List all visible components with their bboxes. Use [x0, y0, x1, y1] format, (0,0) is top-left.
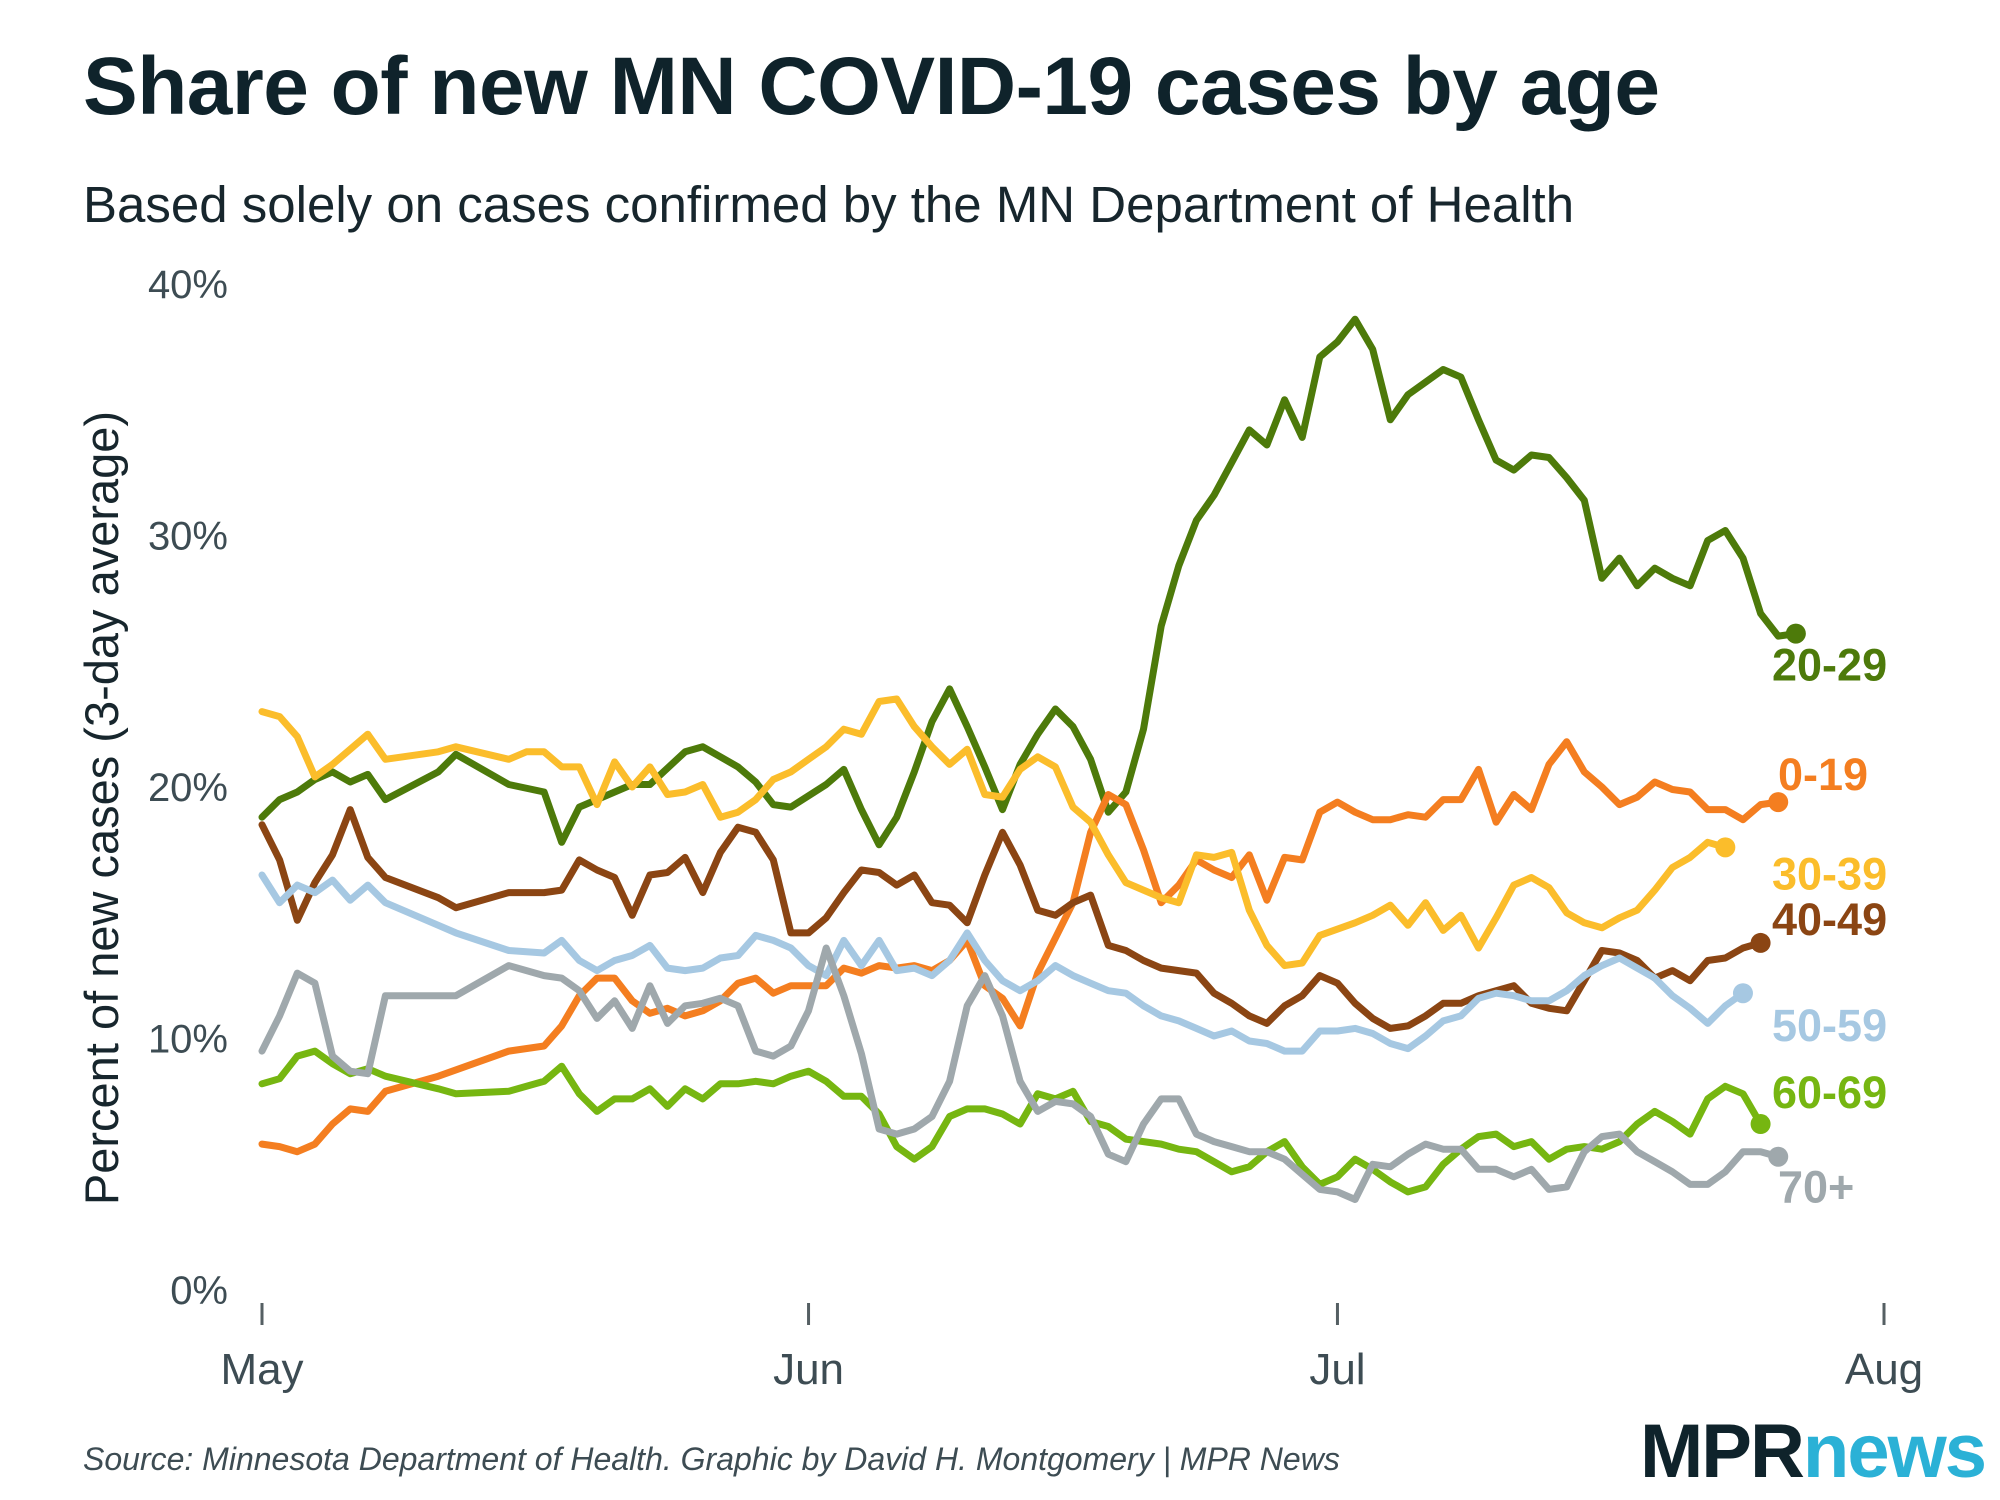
series-end-point-30-39 — [1715, 837, 1736, 858]
source-note: Source: Minnesota Department of Health. … — [83, 1441, 1340, 1477]
series-label-40-49: 40-49 — [1772, 894, 1887, 945]
x-axis: May Jun Jul Aug — [220, 1303, 1923, 1394]
series-line-30-39 — [258, 695, 1729, 970]
x-tick-label: Jul — [1309, 1345, 1365, 1394]
series-end-point-40-49 — [1750, 932, 1771, 953]
series-label-20-29: 20-29 — [1772, 640, 1887, 691]
series-end-point-0-19 — [1768, 792, 1789, 813]
x-tick-label: Jun — [773, 1345, 844, 1394]
mpr-news-logo: MPRnews — [1640, 1414, 1987, 1490]
series-line-50-59 — [258, 871, 1747, 1055]
series-end-point-70plus — [1768, 1146, 1789, 1167]
line-chart: 0% 10% 20% 30% 40% May Jun Jul Aug Percent of n… — [75, 263, 1923, 1394]
series-label-30-39: 30-39 — [1772, 848, 1887, 899]
logo-mpr-text: MPR — [1640, 1409, 1805, 1494]
x-tick-label: Aug — [1845, 1345, 1923, 1394]
series-label-60-69: 60-69 — [1772, 1067, 1887, 1118]
series-end-point-60-69 — [1750, 1114, 1771, 1135]
series-end-point-50-59 — [1732, 983, 1753, 1004]
series-end-point-20-29 — [1785, 623, 1806, 644]
series-label-0-19: 0-19 — [1778, 749, 1868, 800]
y-tick-label: 0% — [170, 1269, 228, 1313]
y-tick-label: 20% — [148, 766, 228, 810]
y-tick-label: 30% — [148, 515, 228, 559]
series-line-40-49 — [258, 806, 1765, 1032]
chart-title: Share of new MN COVID-19 cases by age — [83, 41, 1660, 132]
series-label-70plus: 70+ — [1778, 1162, 1854, 1213]
chart-subtitle: Based solely on cases confirmed by the M… — [83, 176, 1575, 233]
y-axis-label: Percent of new cases (3-day average) — [75, 411, 128, 1205]
y-tick-label: 10% — [148, 1018, 228, 1062]
x-tick-label: May — [220, 1345, 303, 1394]
series-label-50-59: 50-59 — [1772, 1000, 1887, 1051]
y-tick-label: 40% — [148, 263, 228, 307]
series-line-70plus — [258, 944, 1782, 1203]
logo-news-text: news — [1802, 1409, 1987, 1494]
y-axis: 0% 10% 20% 30% 40% — [148, 263, 228, 1313]
